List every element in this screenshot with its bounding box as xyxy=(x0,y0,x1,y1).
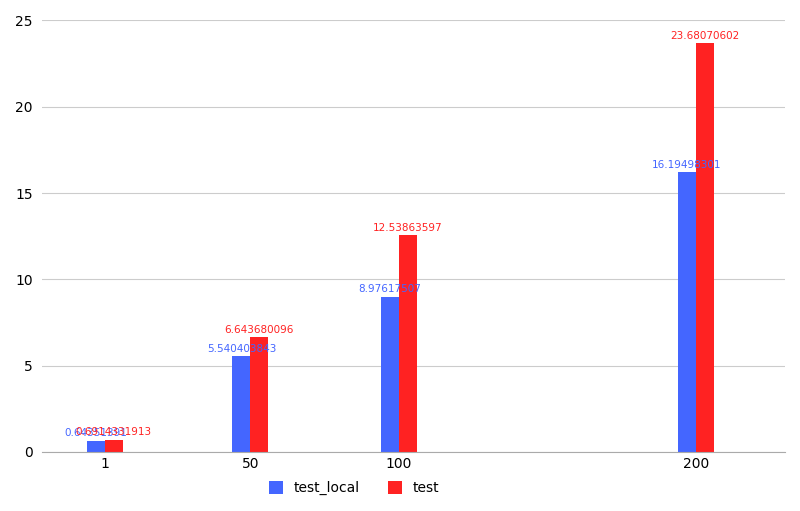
Bar xyxy=(381,297,399,452)
Text: 12.53863597: 12.53863597 xyxy=(373,223,442,233)
Legend: test_local, test: test_local, test xyxy=(263,476,445,501)
Bar xyxy=(696,43,714,452)
Bar xyxy=(678,172,696,452)
Bar xyxy=(233,356,250,452)
Text: 8.97617507: 8.97617507 xyxy=(358,284,422,294)
Bar xyxy=(250,337,268,452)
Text: 23.68070602: 23.68070602 xyxy=(670,31,739,41)
Text: 5.540403843: 5.540403843 xyxy=(206,343,276,354)
Bar xyxy=(399,236,417,452)
Text: 0.64351391: 0.64351391 xyxy=(64,428,127,438)
Text: 16.19498301: 16.19498301 xyxy=(652,160,722,170)
Text: 6.643680096: 6.643680096 xyxy=(225,324,294,335)
Bar xyxy=(87,440,105,452)
Text: 0.6914331913: 0.6914331913 xyxy=(75,427,152,437)
Bar xyxy=(105,440,122,452)
